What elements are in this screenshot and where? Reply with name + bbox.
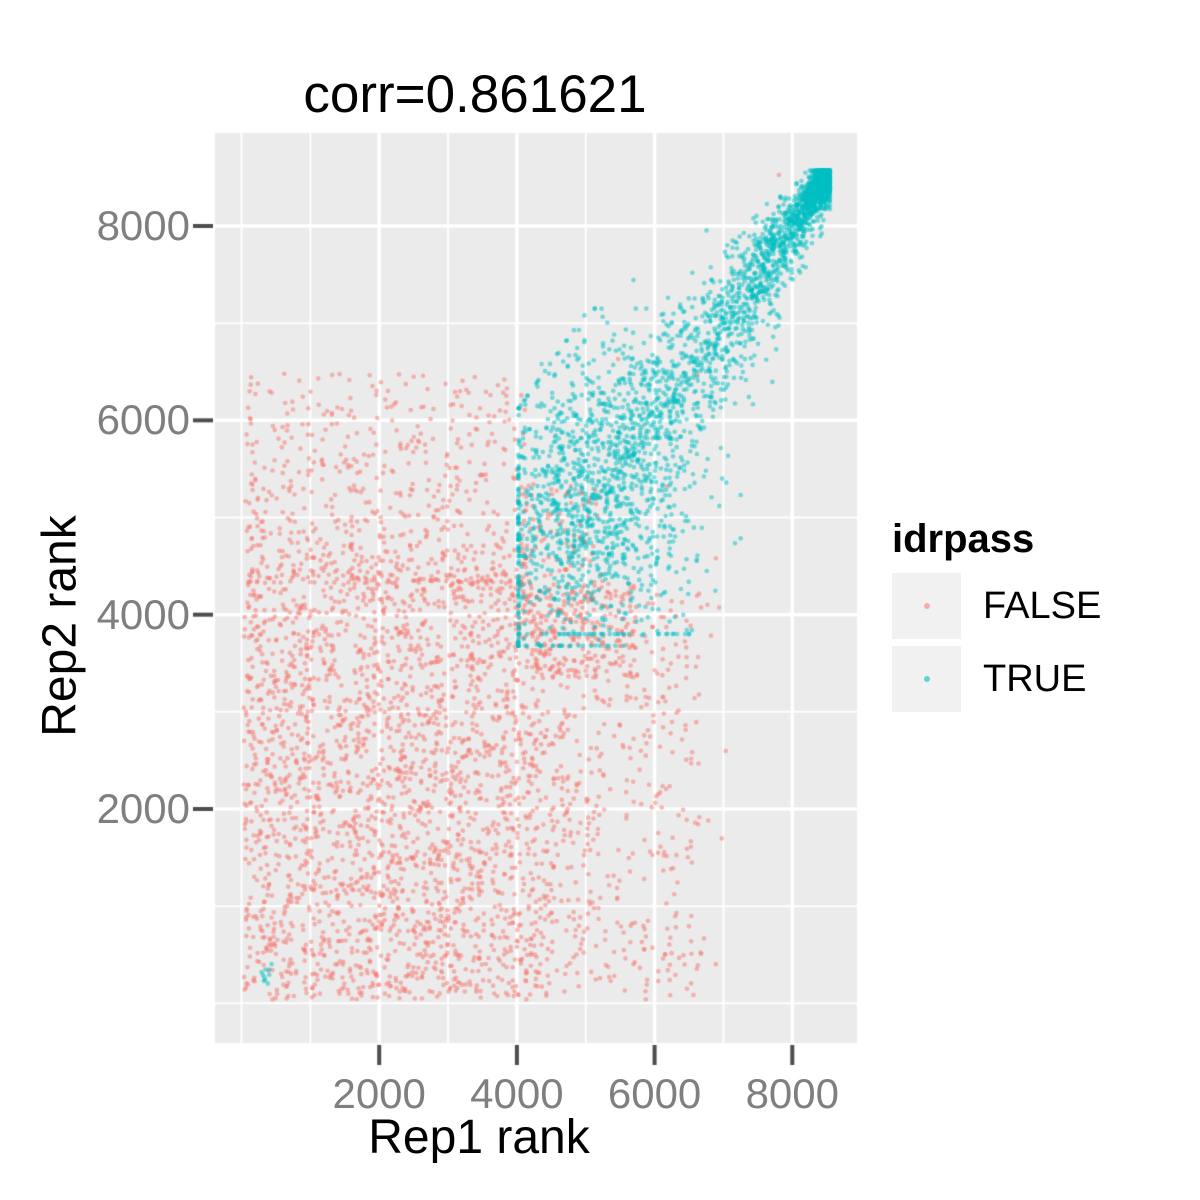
x-tick-label: 8000 (745, 1070, 839, 1117)
y-tick-label: 8000 (96, 201, 190, 249)
legend-key-false (892, 573, 961, 639)
true-point-swatch (923, 676, 930, 682)
legend-entry-true: TRUE (892, 646, 1101, 712)
x-axis-title: Rep1 rank (368, 1111, 590, 1164)
legend-label-false: FALSE (983, 585, 1102, 627)
legend-key-true (892, 646, 961, 712)
y-tick-label: 2000 (96, 785, 190, 832)
x-tick-label: 4000 (470, 1070, 564, 1117)
legend: idrpass FALSE TRUE (892, 516, 1101, 719)
legend-label-true: TRUE (983, 658, 1087, 700)
legend-entry-false: FALSE (892, 573, 1101, 639)
false-point-swatch (923, 603, 930, 609)
x-tick-label: 2000 (332, 1070, 426, 1117)
plot-title: corr=0.861621 (303, 65, 647, 124)
x-tick-label: 6000 (607, 1070, 702, 1117)
legend-title: idrpass (892, 517, 1035, 561)
y-tick-label: 4000 (96, 590, 190, 638)
y-tick-label: 6000 (96, 396, 190, 444)
